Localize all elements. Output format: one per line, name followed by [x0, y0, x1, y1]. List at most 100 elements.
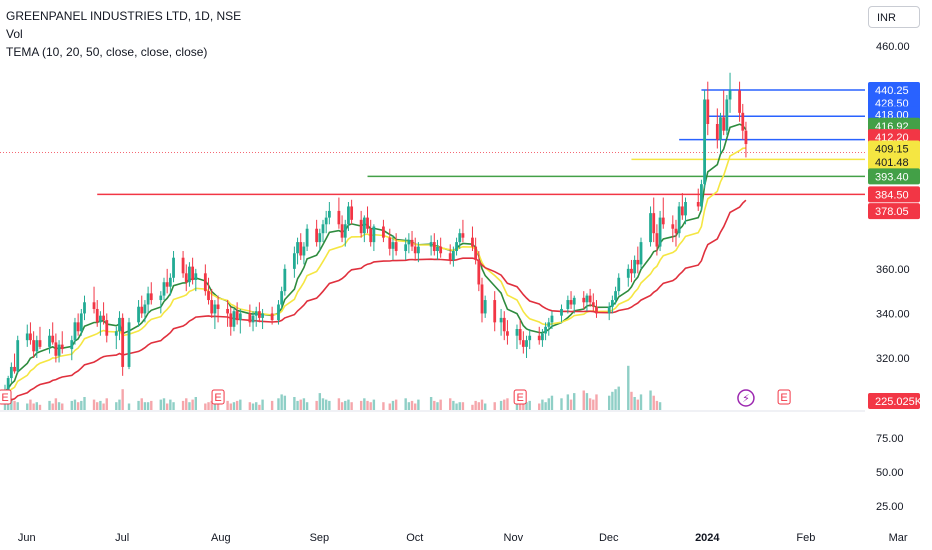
- volume-bar: [302, 398, 306, 410]
- volume-bar: [630, 391, 633, 410]
- time-axis[interactable]: Jun Jul Aug Sep Oct Nov Dec 2024 Feb Mar: [18, 532, 908, 544]
- volume-bar: [544, 402, 547, 410]
- volume-bar: [477, 402, 481, 410]
- time-tick-label: Jun: [18, 532, 36, 544]
- volume-bar: [372, 399, 376, 410]
- price-axis[interactable]: 460.00 360.00 340.00 320.00 75.00 50.00 25.00: [876, 41, 910, 513]
- dividend-marker: ⚡: [737, 389, 755, 407]
- symbol-title[interactable]: GREENPANEL INDUSTRIES LTD, 1D, NSE: [6, 9, 242, 23]
- candle-body: [76, 322, 80, 332]
- candle-body: [655, 233, 659, 247]
- candle-body: [229, 313, 233, 327]
- price-badges: 440.25428.50418.00416.92412.20409.15401.…: [868, 82, 923, 409]
- candle-body: [70, 340, 74, 350]
- price-badge-box: [868, 203, 920, 220]
- volume-bar: [80, 400, 83, 410]
- candle-body: [95, 308, 99, 323]
- volume-bar: [506, 398, 509, 410]
- volume-bar: [414, 403, 417, 410]
- volume-bar: [270, 400, 274, 410]
- price-badge: 384.50: [868, 186, 920, 203]
- volume-bar: [407, 402, 411, 410]
- candle-body: [630, 268, 633, 274]
- candle-body: [302, 246, 306, 256]
- volume-bar: [449, 398, 452, 410]
- volume-bar: [318, 393, 322, 410]
- price-badge: 440.25: [868, 82, 920, 99]
- candle-body: [636, 259, 640, 265]
- candle-body: [544, 326, 547, 334]
- candle-body: [165, 282, 169, 287]
- candle-body: [541, 333, 544, 341]
- volume-bar: [172, 402, 175, 410]
- candle-body: [388, 237, 392, 249]
- volume-bar: [283, 395, 287, 410]
- candle-body: [121, 317, 125, 367]
- vol-indicator-label[interactable]: Vol: [6, 27, 23, 41]
- candle-body: [451, 251, 455, 260]
- candle-body: [436, 246, 439, 252]
- volume-bar: [391, 400, 395, 410]
- volume-bar: [185, 398, 188, 410]
- volume-bar: [207, 402, 210, 410]
- volume-bar: [54, 398, 58, 410]
- volume-bar: [417, 399, 420, 410]
- volume-bar: [143, 402, 147, 410]
- volume-bar: [226, 400, 229, 410]
- time-tick-label: Feb: [796, 532, 815, 544]
- candle-body: [54, 342, 58, 356]
- time-tick-label: Aug: [211, 532, 231, 544]
- volume-bar: [433, 400, 436, 410]
- candle-body: [404, 244, 408, 252]
- volume-bar: [541, 399, 544, 410]
- candle-body: [270, 313, 274, 321]
- candle-body: [362, 217, 366, 234]
- volume-bar: [382, 402, 385, 410]
- tema-lines: [4, 123, 747, 403]
- candle-body: [277, 304, 280, 321]
- candle-body: [458, 233, 462, 243]
- volume-bar: [248, 402, 252, 410]
- candle-body: [162, 282, 166, 296]
- candle-body: [38, 340, 42, 347]
- volume-bar: [639, 394, 643, 410]
- candle-body: [572, 297, 576, 305]
- candle-body: [417, 246, 420, 254]
- candle-body: [184, 273, 188, 283]
- volume-bar: [595, 394, 598, 410]
- volume-bar: [324, 399, 328, 410]
- candle-body: [57, 344, 61, 356]
- candle-body: [722, 117, 726, 131]
- price-badge-text: 440.25: [875, 85, 909, 97]
- volume-bar: [617, 386, 620, 410]
- volume-bar: [461, 402, 465, 410]
- candle-body: [518, 329, 522, 341]
- candle-body: [506, 331, 509, 336]
- volume-bar: [73, 399, 77, 410]
- candle-body: [547, 322, 551, 327]
- candle-body: [448, 253, 452, 260]
- candle-body: [347, 206, 350, 225]
- earnings-marker: E: [777, 389, 791, 405]
- volume-bar: [429, 397, 433, 410]
- volume-bar: [394, 399, 398, 410]
- candle-body: [661, 217, 665, 225]
- candle-body: [258, 311, 261, 318]
- tema-indicator-label[interactable]: TEMA (10, 20, 50, close, close, close): [6, 45, 208, 59]
- currency-selector[interactable]: INR: [868, 6, 920, 28]
- volume-bar: [76, 402, 80, 410]
- volume-bar: [26, 403, 29, 410]
- candle-body: [493, 300, 497, 323]
- volume-bar: [359, 400, 363, 410]
- volume-bar: [566, 394, 570, 410]
- price-badge: 393.40: [868, 168, 920, 185]
- candle-body: [607, 306, 611, 314]
- candle-body: [515, 329, 519, 336]
- tema-20-line: [4, 147, 746, 395]
- candle-body: [741, 112, 745, 131]
- price-badge-text: 401.48: [875, 157, 909, 169]
- candle-body: [191, 266, 195, 280]
- volume-bar: [210, 400, 213, 410]
- volume-bar: [614, 389, 617, 410]
